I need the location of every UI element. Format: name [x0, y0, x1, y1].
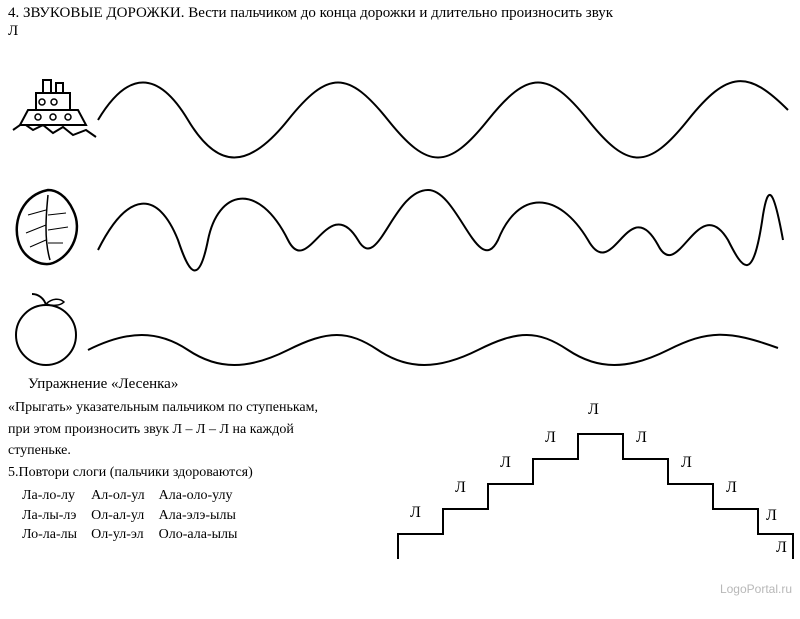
stair-label: Л	[766, 507, 777, 525]
title: 4. ЗВУКОВЫЕ ДОРОЖКИ. Вести пальчиком до …	[8, 4, 792, 40]
syllable-table: Ла-ло-лу Ал-ол-ул Ала-оло-улу Ла-лы-лэ О…	[20, 485, 251, 546]
lower-section: «Прыгать» указательным пальчиком по ступ…	[8, 399, 792, 619]
stair-label: Л	[681, 454, 692, 472]
stairs-svg	[388, 359, 798, 569]
table-row: Ла-ло-лу Ал-ол-ул Ала-оло-улу	[22, 487, 249, 505]
leaf-wave	[98, 190, 783, 270]
syll-cell: Ол-ул-эл	[91, 526, 157, 544]
instruction-line: ступеньке.	[8, 442, 388, 460]
table-row: Ла-лы-лэ Ол-ал-ул Ала-элэ-ылы	[22, 507, 249, 525]
section5-title: 5.Повтори слоги (пальчики здороваются)	[8, 464, 388, 482]
syll-cell: Ла-лы-лэ	[22, 507, 89, 525]
apple-icon	[16, 294, 76, 365]
syll-cell: Ала-элэ-ылы	[159, 507, 250, 525]
syll-cell: Ло-ла-лы	[22, 526, 89, 544]
syll-cell: Ол-ал-ул	[91, 507, 157, 525]
stair-label: Л	[410, 504, 421, 522]
stair-label: Л	[545, 429, 556, 447]
instruction-line: при этом произносить звук Л – Л – Л на к…	[8, 421, 388, 439]
sound-paths	[8, 40, 792, 370]
stair-label: Л	[776, 539, 787, 557]
stair-label: Л	[500, 454, 511, 472]
stair-label: Л	[636, 429, 647, 447]
ship-icon	[13, 80, 96, 137]
stair-label: Л	[588, 401, 599, 419]
leaf-icon	[17, 190, 77, 264]
text-column: «Прыгать» указательным пальчиком по ступ…	[8, 399, 388, 546]
title-text: ЗВУКОВЫЕ ДОРОЖКИ. Вести пальчиком до кон…	[23, 5, 613, 21]
syll-cell: Ал-ол-ул	[91, 487, 157, 505]
syll-cell: Ала-оло-улу	[159, 487, 250, 505]
stair-label: Л	[726, 479, 737, 497]
title-letter: Л	[8, 23, 18, 39]
title-number: 4.	[8, 5, 19, 21]
stair-label: Л	[455, 479, 466, 497]
watermark: LogoPortal.ru	[720, 582, 792, 596]
instruction-line: «Прыгать» указательным пальчиком по ступ…	[8, 399, 388, 417]
ship-wave	[98, 81, 788, 157]
syll-cell: Оло-ала-ылы	[159, 526, 250, 544]
syll-cell: Ла-ло-лу	[22, 487, 89, 505]
table-row: Ло-ла-лы Ол-ул-эл Оло-ала-ылы	[22, 526, 249, 544]
stairs-diagram: ЛЛЛЛЛЛЛЛЛЛ	[388, 359, 798, 609]
paths-svg	[8, 40, 792, 370]
